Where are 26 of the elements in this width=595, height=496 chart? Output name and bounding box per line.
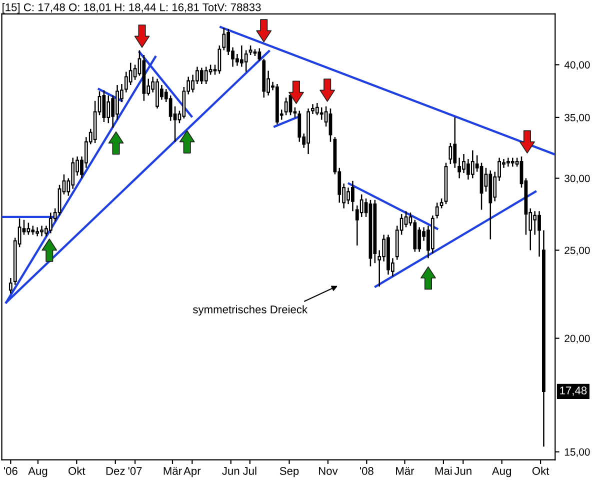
x-tick-label: Mär <box>164 467 182 475</box>
y-tick-label: 30,00 <box>564 174 590 184</box>
x-tick-label: Mär <box>396 467 414 475</box>
x-tick-label: Sep <box>280 467 299 478</box>
x-tick-label: Mai <box>435 466 452 475</box>
annotation: 17,48 <box>560 386 587 396</box>
x-tick-label: Okt <box>532 466 550 475</box>
x-tick-label: Okt <box>68 466 86 475</box>
chart-title: [15] C: 17,48 O: 18,01 H: 18,44 L: 16,81 TotV: 78833 <box>2 3 261 14</box>
x-tick-label: Dez <box>106 467 125 475</box>
y-tick-label: 40,00 <box>564 61 590 70</box>
x-tick-label: Nov <box>318 467 338 475</box>
x-tick-label: Aug <box>492 467 511 478</box>
x-tick-label: Jul <box>242 466 256 475</box>
x-tick-label: '07 <box>128 467 142 475</box>
x-tick-label: Aug <box>28 467 48 478</box>
annotation: symmetrisches Dreieck <box>193 305 308 316</box>
x-tick-label: Jun <box>454 467 472 475</box>
y-tick-label: 20,00 <box>564 334 590 344</box>
x-tick-label: '06 <box>4 467 18 475</box>
x-tick-label: Jun <box>222 467 240 475</box>
x-tick-label: Apr <box>184 467 201 478</box>
x-tick-label: '08 <box>360 467 374 475</box>
y-tick-label: 35,00 <box>564 114 590 123</box>
y-tick-label: 15,00 <box>564 448 590 457</box>
y-tick-label: 25,00 <box>564 246 590 256</box>
